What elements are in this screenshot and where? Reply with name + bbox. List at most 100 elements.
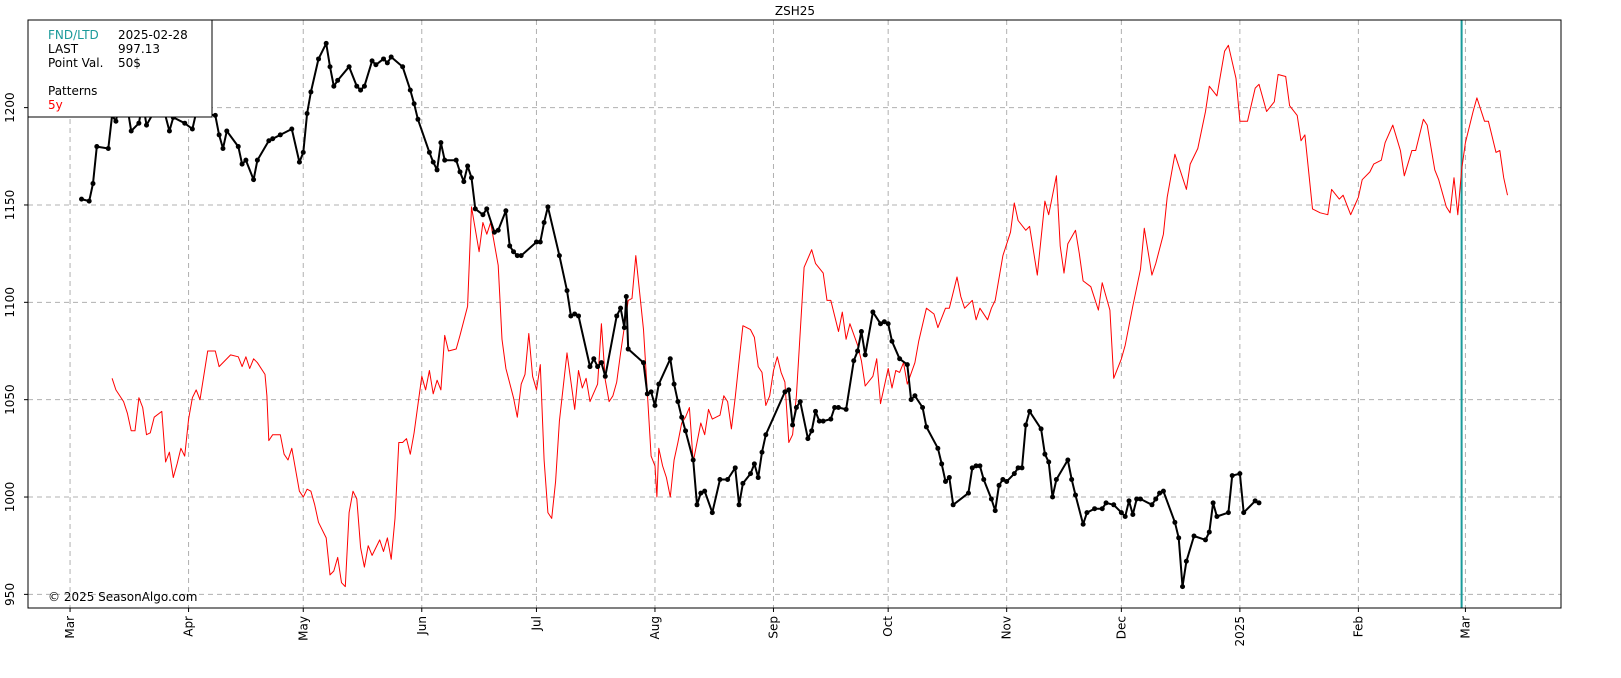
- info-value: 50$: [118, 56, 141, 70]
- data-point: [331, 83, 337, 89]
- data-point: [881, 319, 887, 325]
- data-point: [1160, 488, 1166, 494]
- data-point: [166, 128, 172, 134]
- data-point: [576, 313, 582, 319]
- data-point: [1118, 510, 1124, 516]
- data-point: [243, 157, 249, 163]
- patterns-label: Patterns: [48, 84, 97, 98]
- data-point: [1019, 465, 1025, 471]
- data-point: [568, 313, 574, 319]
- data-point: [572, 311, 578, 317]
- data-point: [354, 83, 360, 89]
- data-point: [965, 490, 971, 496]
- data-point: [1153, 496, 1159, 502]
- data-point: [828, 416, 834, 422]
- chart-title: ZSH25: [775, 4, 815, 18]
- data-point: [346, 64, 352, 70]
- data-point: [675, 399, 681, 405]
- data-point: [759, 449, 765, 455]
- data-point: [1072, 492, 1078, 498]
- data-point: [1122, 513, 1128, 519]
- data-point: [667, 356, 673, 362]
- data-point: [740, 480, 746, 486]
- x-tick-label: Jun: [415, 616, 429, 636]
- data-point: [541, 219, 547, 225]
- data-point: [763, 432, 769, 438]
- data-point: [1214, 513, 1220, 519]
- data-point: [939, 461, 945, 467]
- data-point: [832, 404, 838, 410]
- data-point: [725, 476, 731, 482]
- data-point: [851, 358, 857, 364]
- data-point: [434, 167, 440, 173]
- data-point: [224, 128, 230, 134]
- data-point: [1176, 535, 1182, 541]
- data-point: [625, 346, 631, 352]
- data-point: [277, 132, 283, 138]
- data-point: [491, 229, 497, 235]
- data-point: [1183, 558, 1189, 564]
- data-point: [996, 482, 1002, 488]
- data-point: [813, 408, 819, 414]
- data-point: [113, 118, 119, 124]
- data-point: [690, 457, 696, 463]
- data-point: [702, 488, 708, 494]
- data-point: [1172, 519, 1178, 525]
- data-point: [652, 403, 658, 409]
- data-point: [270, 136, 276, 142]
- data-point: [950, 502, 956, 508]
- x-tick-label: Aug: [648, 616, 662, 639]
- data-point: [809, 428, 815, 434]
- copyright: © 2025 SeasonAlgo.com: [48, 590, 197, 604]
- data-point: [1023, 422, 1029, 428]
- data-point: [503, 208, 509, 214]
- data-point: [920, 404, 926, 410]
- data-point: [717, 476, 723, 482]
- data-point: [235, 144, 241, 150]
- data-point: [79, 196, 85, 202]
- x-tick-label: Dec: [1114, 616, 1128, 639]
- data-point: [407, 87, 413, 93]
- data-point: [468, 175, 474, 181]
- x-tick-label: Nov: [1000, 616, 1014, 639]
- data-point: [1015, 465, 1021, 471]
- data-point: [751, 461, 757, 467]
- grid: [28, 20, 1561, 608]
- info-label: LAST: [48, 42, 79, 56]
- info-label: FND/LTD: [48, 28, 99, 42]
- data-point: [797, 399, 803, 405]
- data-point: [480, 212, 486, 218]
- data-point: [1130, 512, 1136, 518]
- data-point: [1084, 510, 1090, 516]
- data-point: [308, 89, 314, 95]
- x-tick-label: 2025: [1233, 616, 1247, 647]
- data-point: [564, 288, 570, 294]
- x-tick-label: Feb: [1351, 616, 1365, 637]
- info-box-frame: [27, 19, 213, 118]
- data-point: [935, 445, 941, 451]
- data-point: [602, 373, 608, 379]
- data-point: [335, 77, 341, 83]
- data-point: [1225, 510, 1231, 516]
- data-point: [1210, 500, 1216, 506]
- data-point: [266, 138, 272, 144]
- data-point: [537, 239, 543, 245]
- series-line: [111, 44, 1508, 588]
- data-point: [216, 132, 222, 138]
- data-point: [1111, 502, 1117, 508]
- data-point: [908, 397, 914, 403]
- data-point: [358, 87, 364, 93]
- data-point: [556, 253, 562, 259]
- data-point: [1046, 459, 1052, 465]
- data-point: [384, 60, 390, 66]
- data-point: [870, 309, 876, 315]
- data-point: [1011, 471, 1017, 477]
- data-point: [251, 177, 257, 183]
- data-point: [415, 116, 421, 122]
- data-point: [683, 428, 689, 434]
- data-point: [889, 338, 895, 344]
- data-point: [790, 422, 796, 428]
- data-point: [981, 476, 987, 482]
- data-point: [430, 159, 436, 165]
- x-tick-label: Sep: [766, 616, 780, 639]
